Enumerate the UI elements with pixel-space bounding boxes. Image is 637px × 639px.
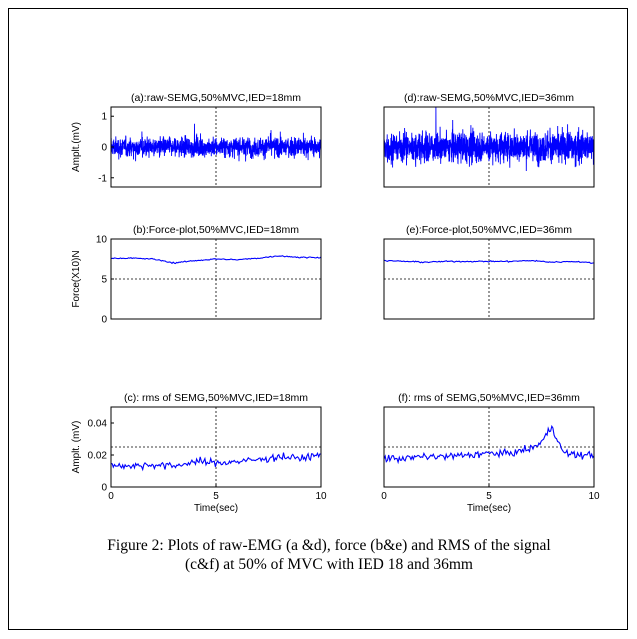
- y-tick-label: 10: [96, 235, 108, 246]
- chart-title: (e):Force-plot,50%MVC,IED=36mm: [406, 224, 572, 236]
- chart-panel-c: (c): rms of SEMG,50%MVC,IED=18mm 0 0.02 0.0…: [71, 392, 327, 514]
- x-axis-label: Time(sec): [194, 503, 238, 514]
- chart-panel-a: (a):raw-SEMG,50%MVC,IED=18mm -1 0 1 Amplt.(m…: [71, 92, 322, 188]
- x-axis-label: Time(sec): [467, 503, 511, 514]
- x-tick-label: 5: [213, 491, 219, 502]
- series-group: [384, 259, 594, 264]
- series-line: [111, 451, 321, 472]
- series-line: [111, 255, 321, 265]
- plot-axes-box: [383, 238, 595, 320]
- chart-title: (b):Force-plot,50%MVC,IED=18mm: [133, 224, 299, 236]
- x-tick-label: 5: [486, 491, 492, 502]
- chart-panel-b: (b):Force-plot,50%MVC,IED=18mm 0 5 10 Force(…: [71, 224, 322, 326]
- series-group: [111, 451, 321, 472]
- figure-plots: (a):raw-SEMG,50%MVC,IED=18mm -1 0 1 Amplt.(m…: [71, 92, 600, 514]
- y-axis-label: Amplt. (mV): [71, 421, 82, 474]
- chart-title: (c): rms of SEMG,50%MVC,IED=18mm: [124, 392, 308, 404]
- series-group: [384, 107, 594, 172]
- y-tick-label: 0: [101, 315, 107, 326]
- y-tick-label: 0: [101, 143, 107, 154]
- y-tick-label: 1: [101, 112, 107, 123]
- y-tick-label: 0.02: [88, 451, 108, 462]
- chart-title: (f): rms of SEMG,50%MVC,IED=36mm: [398, 392, 580, 404]
- series-line: [111, 123, 321, 162]
- y-axis-label: Amplt.(mV): [71, 122, 82, 172]
- y-tick-label: -1: [98, 173, 107, 184]
- y-axis-label: Force(X10)N: [71, 250, 82, 307]
- chart-panel-e: (e):Force-plot,50%MVC,IED=36mm: [383, 224, 595, 320]
- x-tick-label: 0: [108, 491, 114, 502]
- figure-caption: Figure 2: Plots of raw-EMG (a &d), force…: [107, 537, 551, 573]
- chart-title: (d):raw-SEMG,50%MVC,IED=36mm: [404, 92, 574, 104]
- chart-title: (a):raw-SEMG,50%MVC,IED=18mm: [131, 92, 301, 104]
- chart-panel-f: (f): rms of SEMG,50%MVC,IED=36mm 0 5 10 Time…: [381, 392, 600, 514]
- series-line: [384, 259, 594, 264]
- y-tick-label: 0.04: [88, 419, 108, 430]
- y-tick-label: 5: [101, 275, 107, 286]
- plot-axes-box: [383, 106, 595, 188]
- x-tick-label: 10: [315, 491, 327, 502]
- figure-frame: (a):raw-SEMG,50%MVC,IED=18mm -1 0 1 Amplt.(m…: [8, 8, 628, 630]
- y-tick-label: 0: [101, 483, 107, 494]
- series-group: [111, 123, 321, 162]
- series-line: [384, 424, 594, 465]
- series-group: [384, 424, 594, 465]
- series-group: [111, 255, 321, 265]
- chart-panel-d: (d):raw-SEMG,50%MVC,IED=36mm: [383, 92, 595, 188]
- series-line: [384, 107, 594, 172]
- x-tick-label: 0: [381, 491, 387, 502]
- x-tick-label: 10: [588, 491, 600, 502]
